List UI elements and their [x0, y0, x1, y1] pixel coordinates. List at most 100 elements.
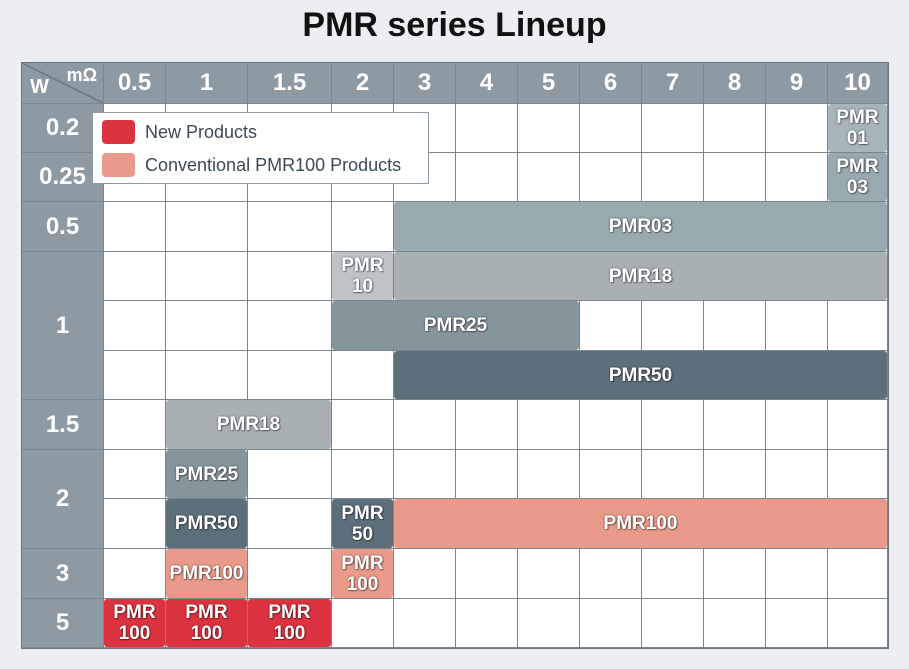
column-header-5: 5: [518, 63, 579, 103]
table-cell: [248, 549, 331, 598]
table-cell: [518, 153, 579, 201]
table-cell: [456, 153, 517, 201]
lineup-table: mΩ W 0.5 1 1.5 2 3 4 5 6 7 8 9 10 0.2 0.25 0.5 1 1.5 2 3 5 P…: [21, 62, 889, 649]
table-cell: [104, 400, 165, 449]
product-bar-pmr100: PMR 100: [332, 549, 393, 598]
table-cell: [248, 450, 331, 498]
table-cell: [104, 450, 165, 498]
table-cell: [518, 400, 579, 449]
table-cell: [166, 202, 247, 251]
table-cell: [828, 301, 887, 350]
product-bar-pmr100: PMR100: [394, 499, 887, 548]
table-cell: [704, 450, 765, 498]
table-cell: [642, 301, 703, 350]
table-cell: [766, 450, 827, 498]
legend-swatch-conventional: [102, 153, 135, 177]
table-cell: [704, 549, 765, 598]
legend: New Products Conventional PMR100 Product…: [92, 112, 429, 184]
table-cell: [518, 549, 579, 598]
table-cell: [766, 301, 827, 350]
table-cell: [104, 301, 165, 350]
legend-swatch-new: [102, 120, 135, 144]
table-cell: [642, 104, 703, 152]
row-header-0.5: 0.5: [22, 202, 103, 251]
table-cell: [580, 599, 641, 647]
table-cell: [248, 499, 331, 548]
product-bar-pmr100: PMR 100: [166, 599, 247, 647]
table-cell: [332, 202, 393, 251]
row-header-2: 2: [22, 450, 103, 548]
table-cell: [394, 400, 455, 449]
product-bar-pmr50: PMR50: [394, 351, 887, 399]
product-bar-pmr50: PMR 50: [332, 499, 393, 548]
table-cell: [104, 499, 165, 548]
column-header-7: 7: [642, 63, 703, 103]
table-cell: [642, 153, 703, 201]
table-cell: [332, 450, 393, 498]
table-cell: [766, 104, 827, 152]
product-bar-pmr18: PMR18: [166, 400, 331, 449]
table-cell: [456, 400, 517, 449]
table-cell: [580, 450, 641, 498]
product-bar-pmr03: PMR 03: [828, 153, 887, 201]
row-header-0.2: 0.2: [22, 104, 103, 152]
column-header-9: 9: [766, 63, 827, 103]
table-cell: [248, 202, 331, 251]
table-cell: [828, 400, 887, 449]
table-cell: [332, 400, 393, 449]
table-cell: [766, 400, 827, 449]
row-header-1: 1: [22, 252, 103, 399]
legend-label-new: New Products: [145, 121, 258, 142]
column-header-2: 2: [332, 63, 393, 103]
column-unit-label: mΩ: [66, 65, 97, 85]
table-cell: [248, 301, 331, 350]
table-cell: [766, 599, 827, 647]
table-cell: [394, 549, 455, 598]
table-cell: [704, 104, 765, 152]
product-bar-pmr50: PMR50: [166, 499, 247, 548]
column-header-0.5: 0.5: [104, 63, 165, 103]
column-header-8: 8: [704, 63, 765, 103]
chart-title: PMR series Lineup: [302, 6, 607, 44]
axis-corner-cell: mΩ W: [22, 63, 103, 103]
column-header-4: 4: [456, 63, 517, 103]
table-cell: [104, 252, 165, 300]
table-cell: [828, 450, 887, 498]
table-cell: [456, 549, 517, 598]
column-header-1.5: 1.5: [248, 63, 331, 103]
product-bar-pmr18: PMR18: [394, 252, 887, 300]
table-cell: [104, 202, 165, 251]
legend-item-conventional: Conventional PMR100 Products: [102, 153, 401, 177]
table-cell: [642, 599, 703, 647]
table-cell: [704, 400, 765, 449]
table-cell: [166, 301, 247, 350]
table-cell: [828, 549, 887, 598]
table-cell: [394, 450, 455, 498]
table-cell: [580, 301, 641, 350]
table-cell: [248, 351, 331, 399]
row-header-3: 3: [22, 549, 103, 598]
product-bar-pmr25: PMR25: [332, 301, 579, 350]
table-cell: [704, 599, 765, 647]
table-cell: [642, 450, 703, 498]
table-cell: [104, 549, 165, 598]
corner-diagonal-line: [22, 63, 103, 103]
legend-label-conventional: Conventional PMR100 Products: [145, 154, 402, 175]
column-header-10: 10: [828, 63, 887, 103]
table-cell: [166, 252, 247, 300]
column-header-1: 1: [166, 63, 247, 103]
table-cell: [248, 252, 331, 300]
table-cell: [332, 351, 393, 399]
table-cell: [518, 599, 579, 647]
table-cell: [518, 450, 579, 498]
row-unit-label: W: [30, 76, 49, 98]
row-header-1.5: 1.5: [22, 400, 103, 449]
table-cell: [642, 400, 703, 449]
table-cell: [456, 450, 517, 498]
table-cell: [394, 599, 455, 647]
product-bar-pmr100: PMR 100: [104, 599, 165, 647]
table-cell: [456, 104, 517, 152]
table-cell: [704, 153, 765, 201]
table-cell: [580, 153, 641, 201]
table-cell: [766, 153, 827, 201]
